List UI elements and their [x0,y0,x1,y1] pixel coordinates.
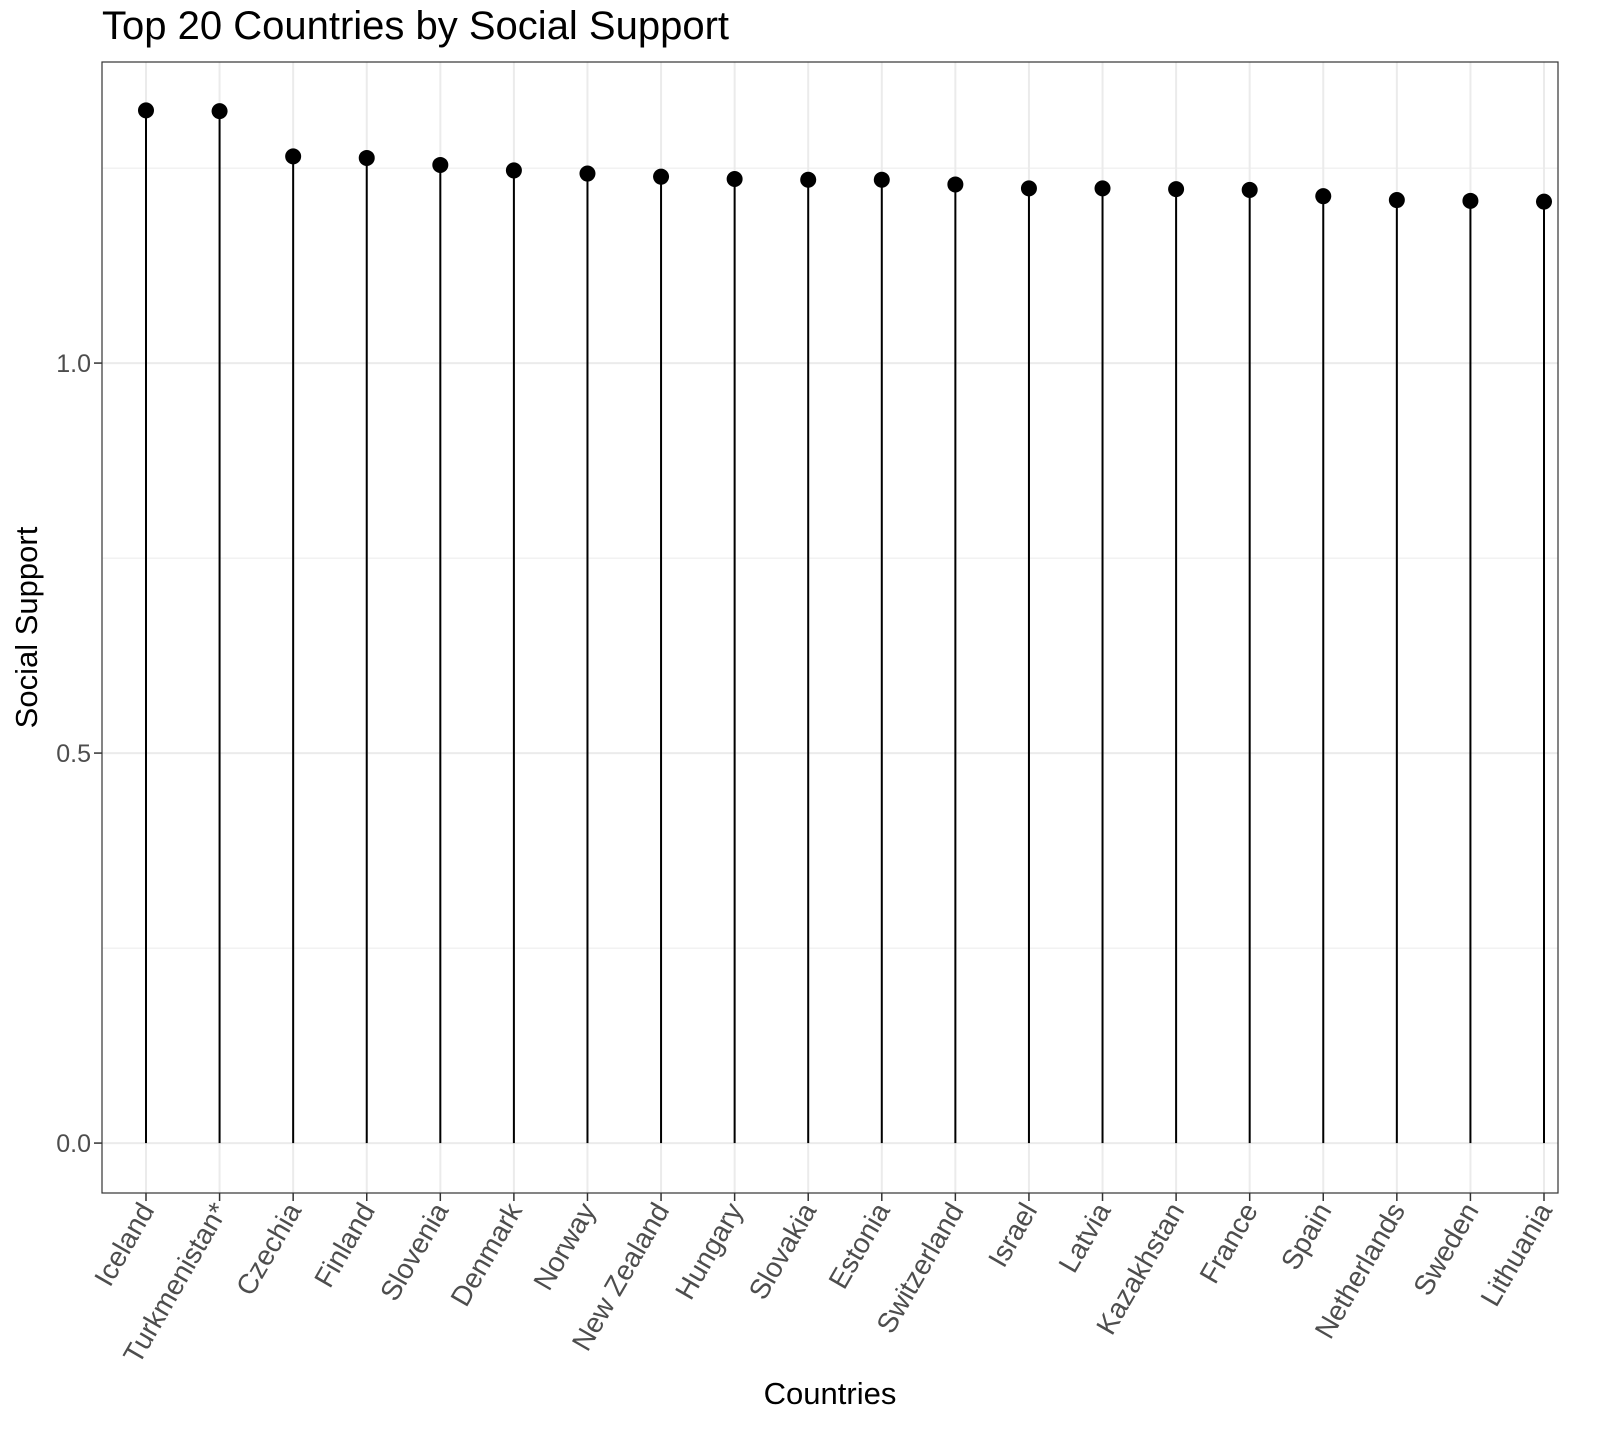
point-spain [1315,188,1332,205]
point-new-zealand [653,168,670,185]
point-sweden [1462,192,1479,209]
x-tick-label: Sweden [1407,1198,1484,1301]
point-slovakia [800,171,817,188]
x-tick-label: Hungary [669,1198,749,1305]
x-tick-label: Slovenia [374,1197,455,1306]
point-slovenia [432,156,449,173]
point-finland [358,149,375,166]
lollipop-points [138,102,1552,210]
x-tick-label: Spain [1275,1198,1338,1276]
point-kazakhstan [1168,181,1185,198]
panel-border [101,61,1559,1194]
point-turkmenistan- [211,103,228,120]
x-tick-label: Estonia [822,1197,896,1294]
x-tick-label: Finland [308,1198,381,1293]
y-axis-label: Social Support [9,526,44,728]
point-france [1241,181,1258,198]
point-netherlands [1388,192,1405,209]
point-lithuania [1536,193,1552,210]
x-tick-label: Lithuania [1475,1197,1559,1311]
point-norway [579,165,596,182]
x-tick-label: France [1193,1198,1263,1289]
chart-title: Top 20 Countries by Social Support [102,4,730,48]
point-czechia [285,148,302,165]
point-estonia [873,171,890,188]
point-switzerland [947,176,964,193]
minor-gridlines [102,167,1558,949]
x-tick-label: Denmark [444,1197,528,1312]
y-tick-label: 0.0 [56,1130,91,1158]
y-axis: 0.0 0.5 1.0 [56,350,102,1158]
x-tick-label: Latvia [1053,1197,1117,1278]
x-tick-label: Slovakia [743,1197,823,1305]
point-latvia [1094,180,1111,197]
major-gridlines [102,62,1558,1193]
point-iceland [138,102,154,119]
x-tick-label: Iceland [88,1198,160,1292]
x-tick-label: Israel [982,1198,1043,1273]
point-israel [1020,180,1037,197]
point-hungary [726,171,743,187]
y-tick-label: 1.0 [56,350,91,378]
lollipop-stems [145,110,1545,1144]
y-tick-label: 0.5 [56,740,91,768]
x-axis-label: Countries [764,1376,897,1411]
point-denmark [505,162,522,179]
x-tick-label: Norway [527,1198,601,1296]
x-tick-label: Czechia [230,1197,308,1300]
